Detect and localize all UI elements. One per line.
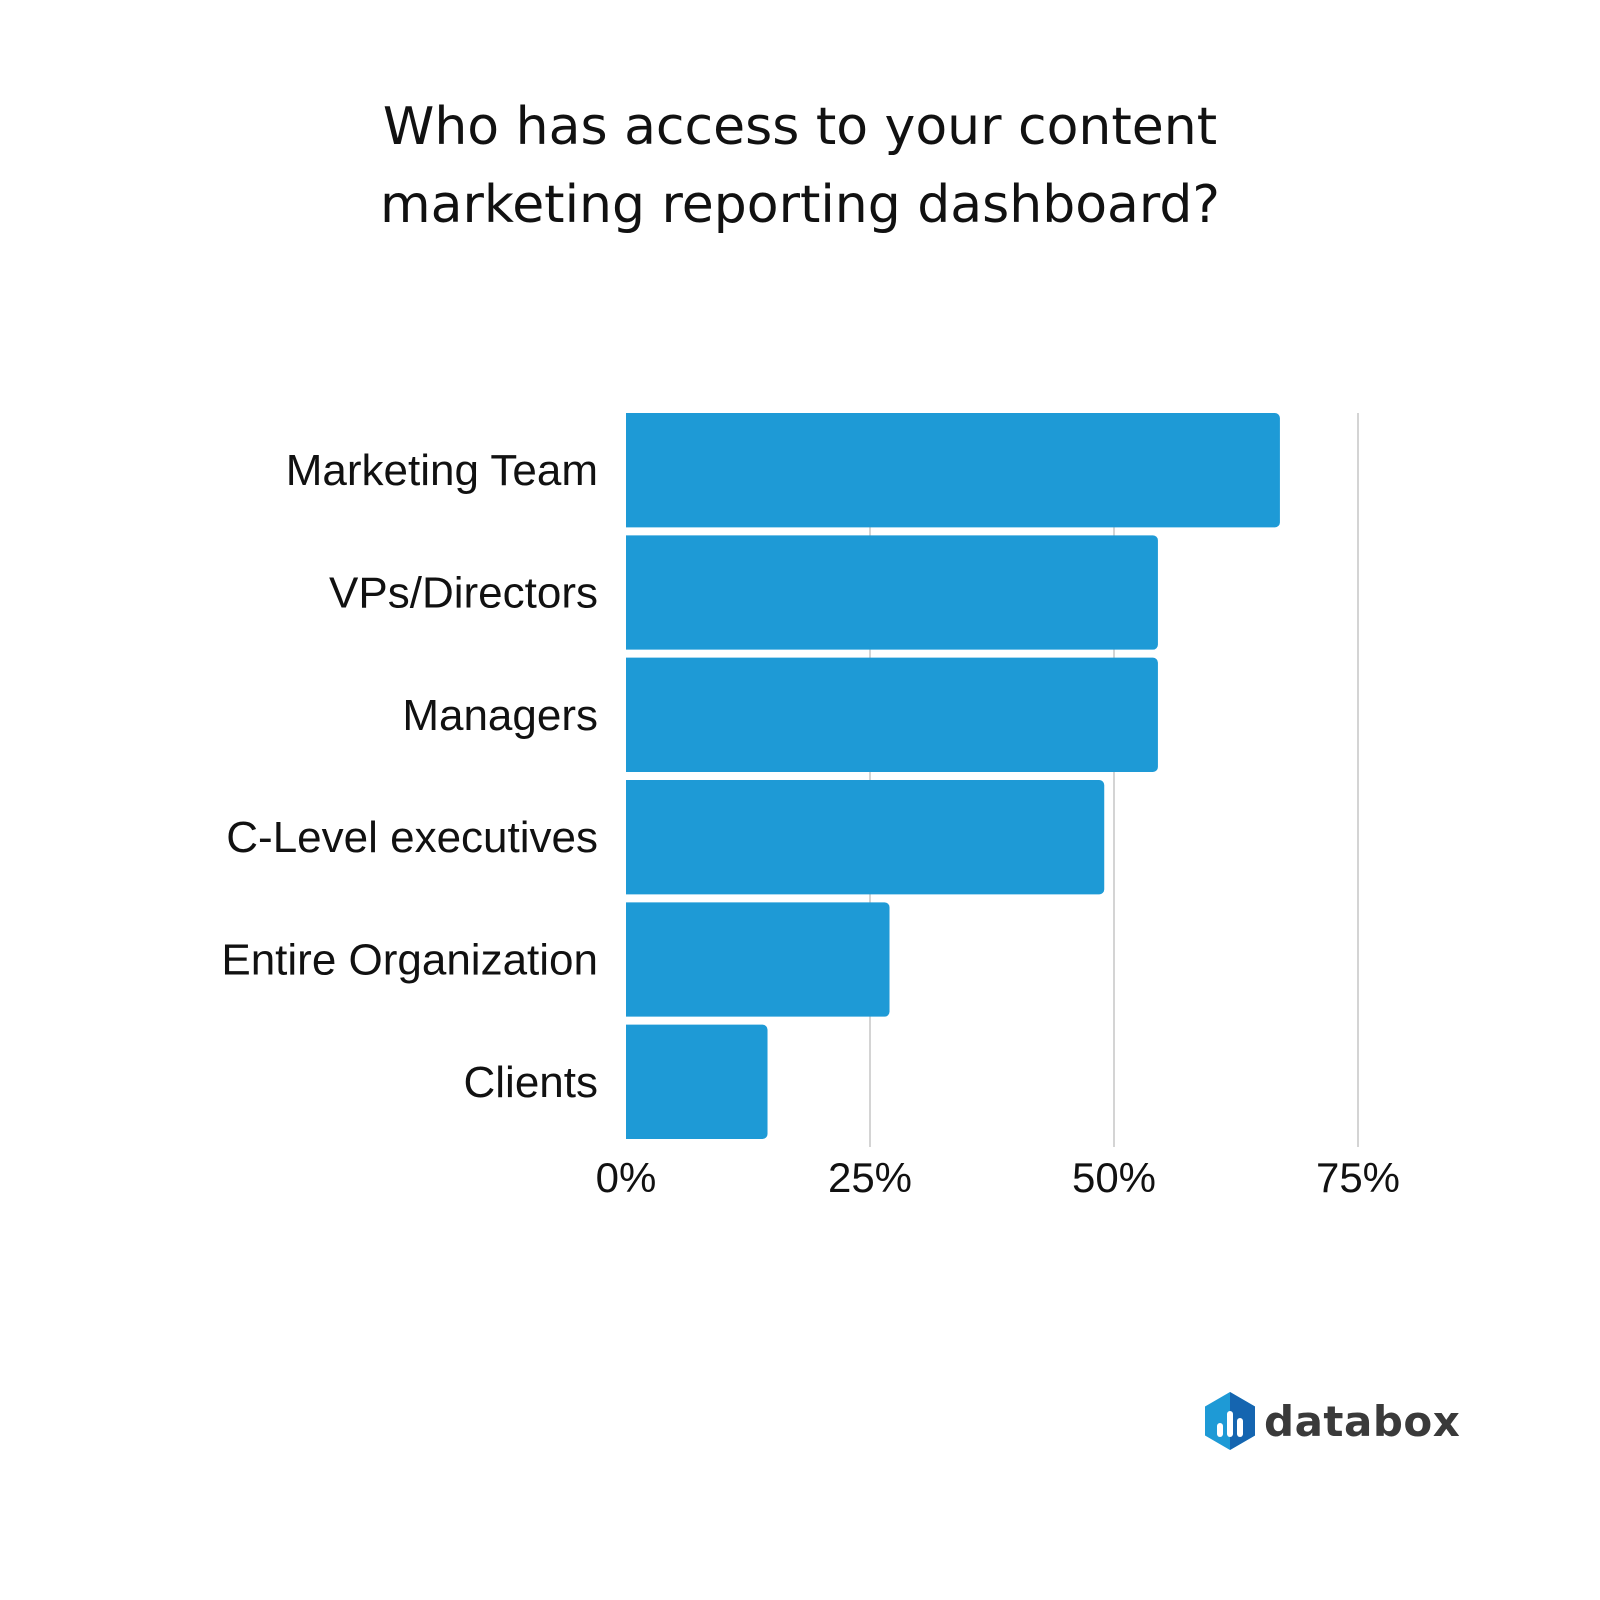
category-label: VPs/Directors	[329, 569, 598, 618]
x-tick-label: 75%	[1316, 1154, 1400, 1201]
bar	[625, 657, 1158, 772]
bar	[625, 413, 1280, 528]
category-label: Entire Organization	[221, 936, 598, 985]
chart-title-line-2: marketing reporting dashboard?	[380, 175, 1220, 235]
databox-logo: databox	[1204, 1390, 1460, 1452]
x-tick-label: 25%	[828, 1154, 912, 1201]
chart-title-line-1: Who has access to your content	[382, 97, 1218, 157]
chart-title: Who has access to your content marketing…	[0, 88, 1600, 244]
bar	[626, 1024, 768, 1139]
bar	[626, 902, 890, 1017]
databox-logo-icon	[1205, 1392, 1255, 1450]
x-tick-label: 0%	[596, 1154, 657, 1201]
category-label: Clients	[464, 1058, 599, 1107]
category-label: C-Level executives	[226, 813, 598, 862]
databox-logo-wordmark: databox	[1264, 1396, 1461, 1446]
bar	[625, 535, 1158, 650]
x-tick-label: 50%	[1072, 1154, 1156, 1201]
category-label: Managers	[402, 691, 598, 740]
category-label: Marketing Team	[286, 446, 598, 495]
bar	[626, 780, 1105, 895]
